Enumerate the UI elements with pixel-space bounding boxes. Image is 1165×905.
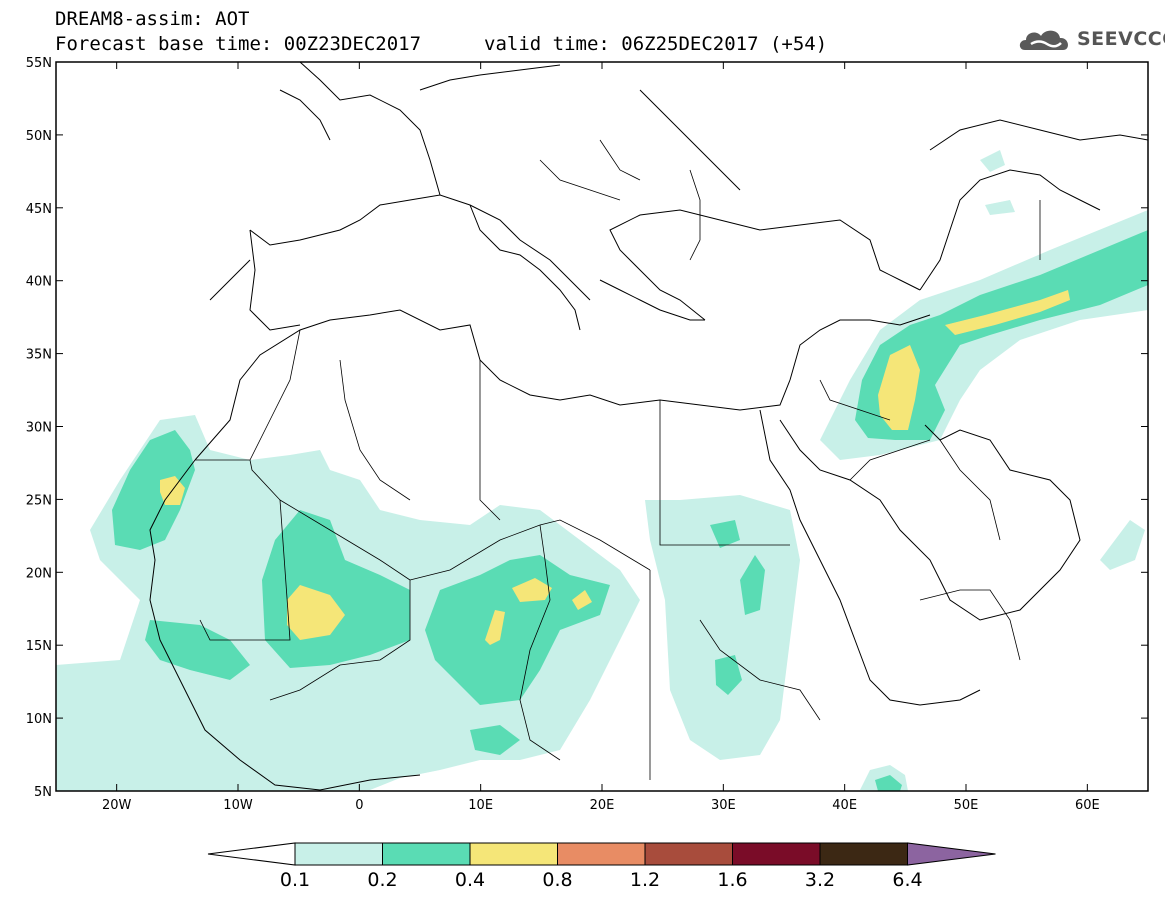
lon-tick-label: 20W <box>102 798 132 813</box>
colorbar-box <box>294 842 383 866</box>
lon-tick-label: 10W <box>223 798 253 813</box>
lat-tick-label: 55N <box>26 56 52 71</box>
lat-tick-label: 25N <box>26 493 52 508</box>
lat-tick-label: 10N <box>26 712 52 727</box>
logo-text: SEEVCCC <box>1077 28 1165 50</box>
lon-tick-label: 20E <box>590 798 615 813</box>
cloud-logo-icon <box>1019 30 1069 50</box>
longitude-axis: 20W 10W 0 10E 20E 30E 40E 50E 60E <box>102 62 1100 813</box>
seevccc-logo: SEEVCCC <box>1017 24 1165 54</box>
colorbar-label: 0.1 <box>280 869 310 891</box>
latitude-axis: 55N 50N 45N 40N 35N 30N 25N 20N 15N 10N 5N <box>26 56 1148 800</box>
lat-tick-label: 30N <box>26 421 52 436</box>
lon-tick-label: 60E <box>1075 798 1100 813</box>
colorbar-label: 0.4 <box>455 869 485 891</box>
aot-fields <box>56 62 1148 791</box>
colorbar-over-triangle <box>907 842 996 866</box>
lat-tick-label: 15N <box>26 639 52 654</box>
aot-level-0.4 <box>160 290 1070 645</box>
colorbar-label: 6.4 <box>892 869 922 891</box>
colorbar-under-triangle <box>207 842 296 866</box>
colorbar: 0.1 0.2 0.4 0.8 1.2 1.6 3.2 6.4 <box>207 842 996 891</box>
lat-tick-label: 45N <box>26 202 52 217</box>
colorbar-box <box>732 842 821 866</box>
colorbar-label: 1.2 <box>630 869 660 891</box>
lat-tick-label: 40N <box>26 275 52 290</box>
colorbar-label: 0.8 <box>542 869 572 891</box>
lon-tick-label: 10E <box>468 798 493 813</box>
valid-time: valid time: 06Z25DEC2017 (+54) <box>484 33 828 55</box>
colorbar-label: 1.6 <box>717 869 747 891</box>
lon-tick-label: 50E <box>954 798 979 813</box>
country-borders <box>195 139 1041 780</box>
forecast-base-time: Forecast base time: 00Z23DEC2017 <box>55 33 422 55</box>
colorbar-label: 0.2 <box>367 869 397 891</box>
lat-tick-label: 5N <box>34 785 52 800</box>
lat-tick-label: 20N <box>26 566 52 581</box>
colorbar-box <box>469 842 558 866</box>
lat-tick-label: 50N <box>26 129 52 144</box>
colorbar-box <box>557 842 646 866</box>
colorbar-box <box>644 842 733 866</box>
colorbar-label: 3.2 <box>805 869 835 891</box>
map-title: DREAM8-assim: AOT <box>55 8 250 30</box>
lon-tick-label: 0 <box>355 798 363 813</box>
colorbar-box <box>382 842 471 866</box>
lon-tick-label: 40E <box>832 798 857 813</box>
lat-tick-label: 35N <box>26 348 52 363</box>
colorbar-box <box>819 842 908 866</box>
lon-tick-label: 30E <box>711 798 736 813</box>
